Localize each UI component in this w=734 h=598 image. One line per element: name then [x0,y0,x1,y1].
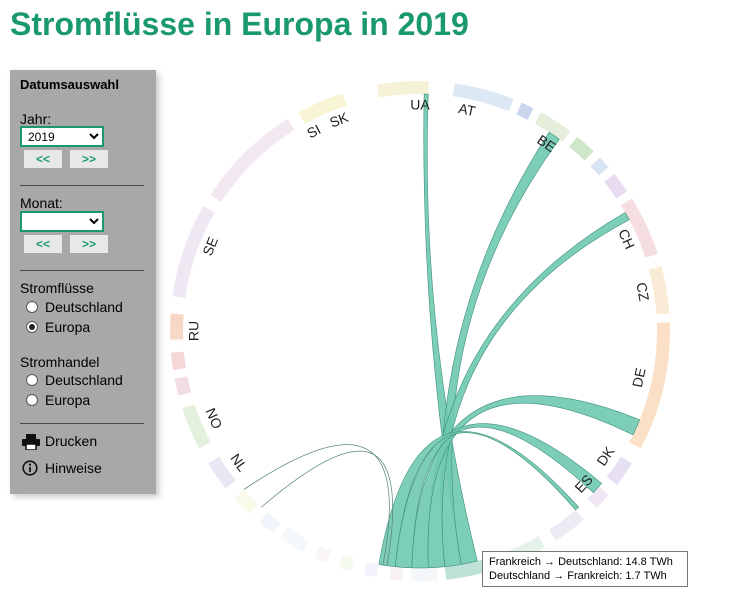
flows-europa-label[interactable]: Europa [45,319,91,335]
country-arc[interactable] [389,566,404,581]
trade-deutschland-label[interactable]: Deutschland [45,372,123,388]
country-arc[interactable] [587,486,609,508]
country-label-sk: SK [327,109,351,131]
page-title: Stromflüsse in Europa in 2019 [10,6,469,42]
country-arc[interactable] [234,489,259,514]
country-arc[interactable] [444,559,485,580]
country-arc[interactable] [174,376,192,396]
flow-line[interactable] [261,450,394,566]
country-label-de: DE [629,366,649,388]
month-prev-button[interactable]: << [24,235,62,253]
country-arc[interactable] [549,509,585,541]
country-arc[interactable] [629,322,670,449]
trade-europa-radio[interactable] [26,394,38,406]
country-arc[interactable] [604,173,628,199]
country-arc[interactable] [338,555,355,572]
info-icon[interactable] [22,460,38,479]
country-label-ru: RU [186,321,202,341]
country-label-ua: UA [410,97,430,113]
country-label-nl: NL [227,451,251,475]
country-arc[interactable] [648,266,670,315]
country-arc[interactable] [170,313,184,340]
country-arc[interactable] [210,118,295,202]
country-arc[interactable] [363,561,379,578]
flow-ribbon[interactable] [394,423,602,569]
country-arcs [170,81,670,581]
control-panel: Datumsauswahl Jahr: 2019 << >> Monat: <<… [10,70,156,494]
year-next-button[interactable]: >> [70,150,108,168]
country-arc[interactable] [516,102,534,120]
country-arc[interactable] [170,351,186,371]
country-arc[interactable] [172,206,215,299]
country-arc[interactable] [376,81,429,98]
country-label-no: NO [203,406,226,432]
country-label-dk: DK [593,443,618,469]
flow-ribbon[interactable] [378,431,580,568]
printer-icon[interactable] [22,434,40,453]
flow-line[interactable] [243,444,390,566]
month-label: Monat: [20,195,63,211]
divider [20,270,144,271]
flow-tooltip: Frankreich → Deutschland: 14.8 TWh Deuts… [482,551,688,587]
country-label-si: SI [304,121,323,141]
month-next-button[interactable]: >> [70,235,108,253]
month-select[interactable] [20,211,104,232]
flows-heading: Stromflüsse [20,280,94,296]
tooltip-line-de-fr: Deutschland → Frankreich: 1.7 TWh [489,570,667,582]
country-arc[interactable] [298,93,347,124]
print-button[interactable]: Drucken [45,433,98,449]
country-arc[interactable] [452,83,514,112]
country-arc[interactable] [259,512,281,534]
year-label: Jahr: [20,111,52,127]
trade-europa-label[interactable]: Europa [45,392,91,408]
date-selection-heading: Datumsauswahl [20,77,119,92]
country-arc[interactable] [207,456,236,489]
country-arc[interactable] [280,527,309,552]
trade-heading: Stromhandel [20,354,100,370]
country-arc[interactable] [314,545,332,563]
country-label-cz: CZ [633,281,652,303]
country-arc[interactable] [620,198,658,258]
year-select[interactable]: 2019 [20,126,104,147]
tooltip-line-fr-de: Frankreich → Deutschland: 14.8 TWh [489,556,673,568]
country-label-ch: CH [615,226,638,251]
country-arc[interactable] [182,404,211,449]
country-arc[interactable] [590,157,609,176]
country-arc[interactable] [606,456,633,485]
flow-ribbons [243,93,641,569]
flows-deutschland-label[interactable]: Deutschland [45,299,123,315]
flows-europa-radio[interactable] [26,321,38,333]
country-label-se: SE [199,235,221,258]
divider [20,185,144,186]
info-button[interactable]: Hinweise [45,460,102,476]
country-arc[interactable] [569,136,594,161]
flows-deutschland-radio[interactable] [26,301,38,313]
trade-deutschland-radio[interactable] [26,374,38,386]
country-label-at: AT [457,100,477,119]
country-arc[interactable] [534,112,571,142]
year-prev-button[interactable]: << [24,150,62,168]
divider [20,423,144,424]
country-arc[interactable] [411,567,438,581]
